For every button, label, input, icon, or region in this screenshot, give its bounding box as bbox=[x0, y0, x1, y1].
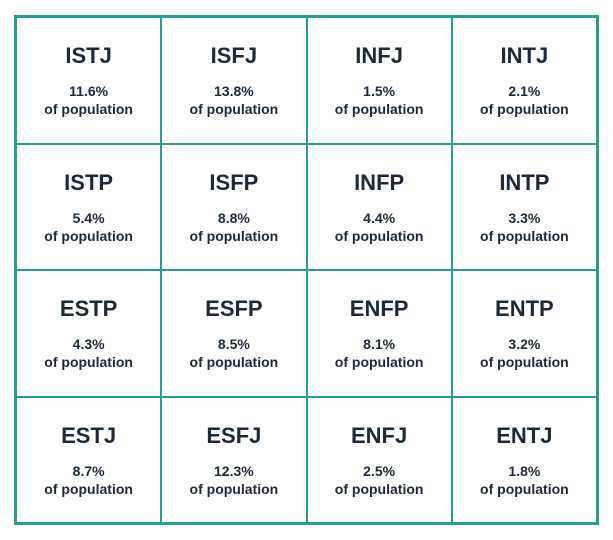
type-code: ESTJ bbox=[61, 423, 116, 449]
population-label: of population bbox=[190, 481, 279, 497]
type-code: INFJ bbox=[355, 43, 403, 69]
type-percentage: 3.3% bbox=[508, 210, 540, 226]
type-code: ENTP bbox=[495, 296, 554, 322]
type-percentage: 8.8% bbox=[218, 210, 250, 226]
type-code: INTJ bbox=[501, 43, 549, 69]
type-cell-esfp: ESFP 8.5% of population bbox=[161, 270, 306, 397]
population-label: of population bbox=[190, 101, 279, 117]
type-code: ESFP bbox=[205, 296, 262, 322]
type-cell-isfj: ISFJ 13.8% of population bbox=[161, 17, 306, 144]
type-percentage: 5.4% bbox=[73, 210, 105, 226]
type-percentage: 8.5% bbox=[218, 336, 250, 352]
population-label: of population bbox=[335, 481, 424, 497]
type-cell-entp: ENTP 3.2% of population bbox=[452, 270, 597, 397]
type-cell-infp: INFP 4.4% of population bbox=[307, 144, 452, 271]
type-percentage: 4.4% bbox=[363, 210, 395, 226]
population-label: of population bbox=[44, 354, 133, 370]
population-label: of population bbox=[480, 354, 569, 370]
type-percentage: 11.6% bbox=[69, 83, 108, 99]
type-code: ISFP bbox=[209, 170, 258, 196]
type-cell-enfj: ENFJ 2.5% of population bbox=[307, 397, 452, 524]
population-label: of population bbox=[190, 354, 279, 370]
type-code: ESTP bbox=[60, 296, 117, 322]
population-label: of population bbox=[44, 101, 133, 117]
type-code: ISTJ bbox=[65, 43, 111, 69]
type-percentage: 1.8% bbox=[508, 463, 540, 479]
type-cell-istp: ISTP 5.4% of population bbox=[16, 144, 161, 271]
type-code: ENFJ bbox=[351, 423, 407, 449]
population-label: of population bbox=[335, 228, 424, 244]
type-percentage: 13.8% bbox=[214, 83, 254, 99]
population-label: of population bbox=[190, 228, 279, 244]
type-percentage: 2.5% bbox=[363, 463, 395, 479]
type-code: INTP bbox=[499, 170, 549, 196]
type-cell-entj: ENTJ 1.8% of population bbox=[452, 397, 597, 524]
type-code: ENTJ bbox=[496, 423, 552, 449]
type-cell-infj: INFJ 1.5% of population bbox=[307, 17, 452, 144]
type-code: ISFJ bbox=[211, 43, 257, 69]
type-code: ESFJ bbox=[206, 423, 261, 449]
type-cell-istj: ISTJ 11.6% of population bbox=[16, 17, 161, 144]
population-label: of population bbox=[335, 101, 424, 117]
type-cell-intj: INTJ 2.1% of population bbox=[452, 17, 597, 144]
type-percentage: 8.7% bbox=[73, 463, 105, 479]
type-percentage: 8.1% bbox=[363, 336, 395, 352]
type-code: ISTP bbox=[64, 170, 113, 196]
type-cell-estp: ESTP 4.3% of population bbox=[16, 270, 161, 397]
type-cell-enfp: ENFP 8.1% of population bbox=[307, 270, 452, 397]
mbti-grid: ISTJ 11.6% of population ISFJ 13.8% of popula… bbox=[14, 15, 599, 525]
type-cell-intp: INTP 3.3% of population bbox=[452, 144, 597, 271]
type-cell-esfj: ESFJ 12.3% of population bbox=[161, 397, 306, 524]
type-cell-isfp: ISFP 8.8% of population bbox=[161, 144, 306, 271]
population-label: of population bbox=[335, 354, 424, 370]
population-label: of population bbox=[480, 228, 569, 244]
population-label: of population bbox=[480, 101, 569, 117]
type-percentage: 12.3% bbox=[214, 463, 254, 479]
population-label: of population bbox=[44, 228, 133, 244]
type-cell-estj: ESTJ 8.7% of population bbox=[16, 397, 161, 524]
type-percentage: 3.2% bbox=[508, 336, 540, 352]
type-percentage: 2.1% bbox=[508, 83, 540, 99]
population-label: of population bbox=[44, 481, 133, 497]
type-percentage: 4.3% bbox=[73, 336, 105, 352]
type-code: INFP bbox=[354, 170, 404, 196]
type-code: ENFP bbox=[350, 296, 409, 322]
population-label: of population bbox=[480, 481, 569, 497]
type-percentage: 1.5% bbox=[363, 83, 395, 99]
